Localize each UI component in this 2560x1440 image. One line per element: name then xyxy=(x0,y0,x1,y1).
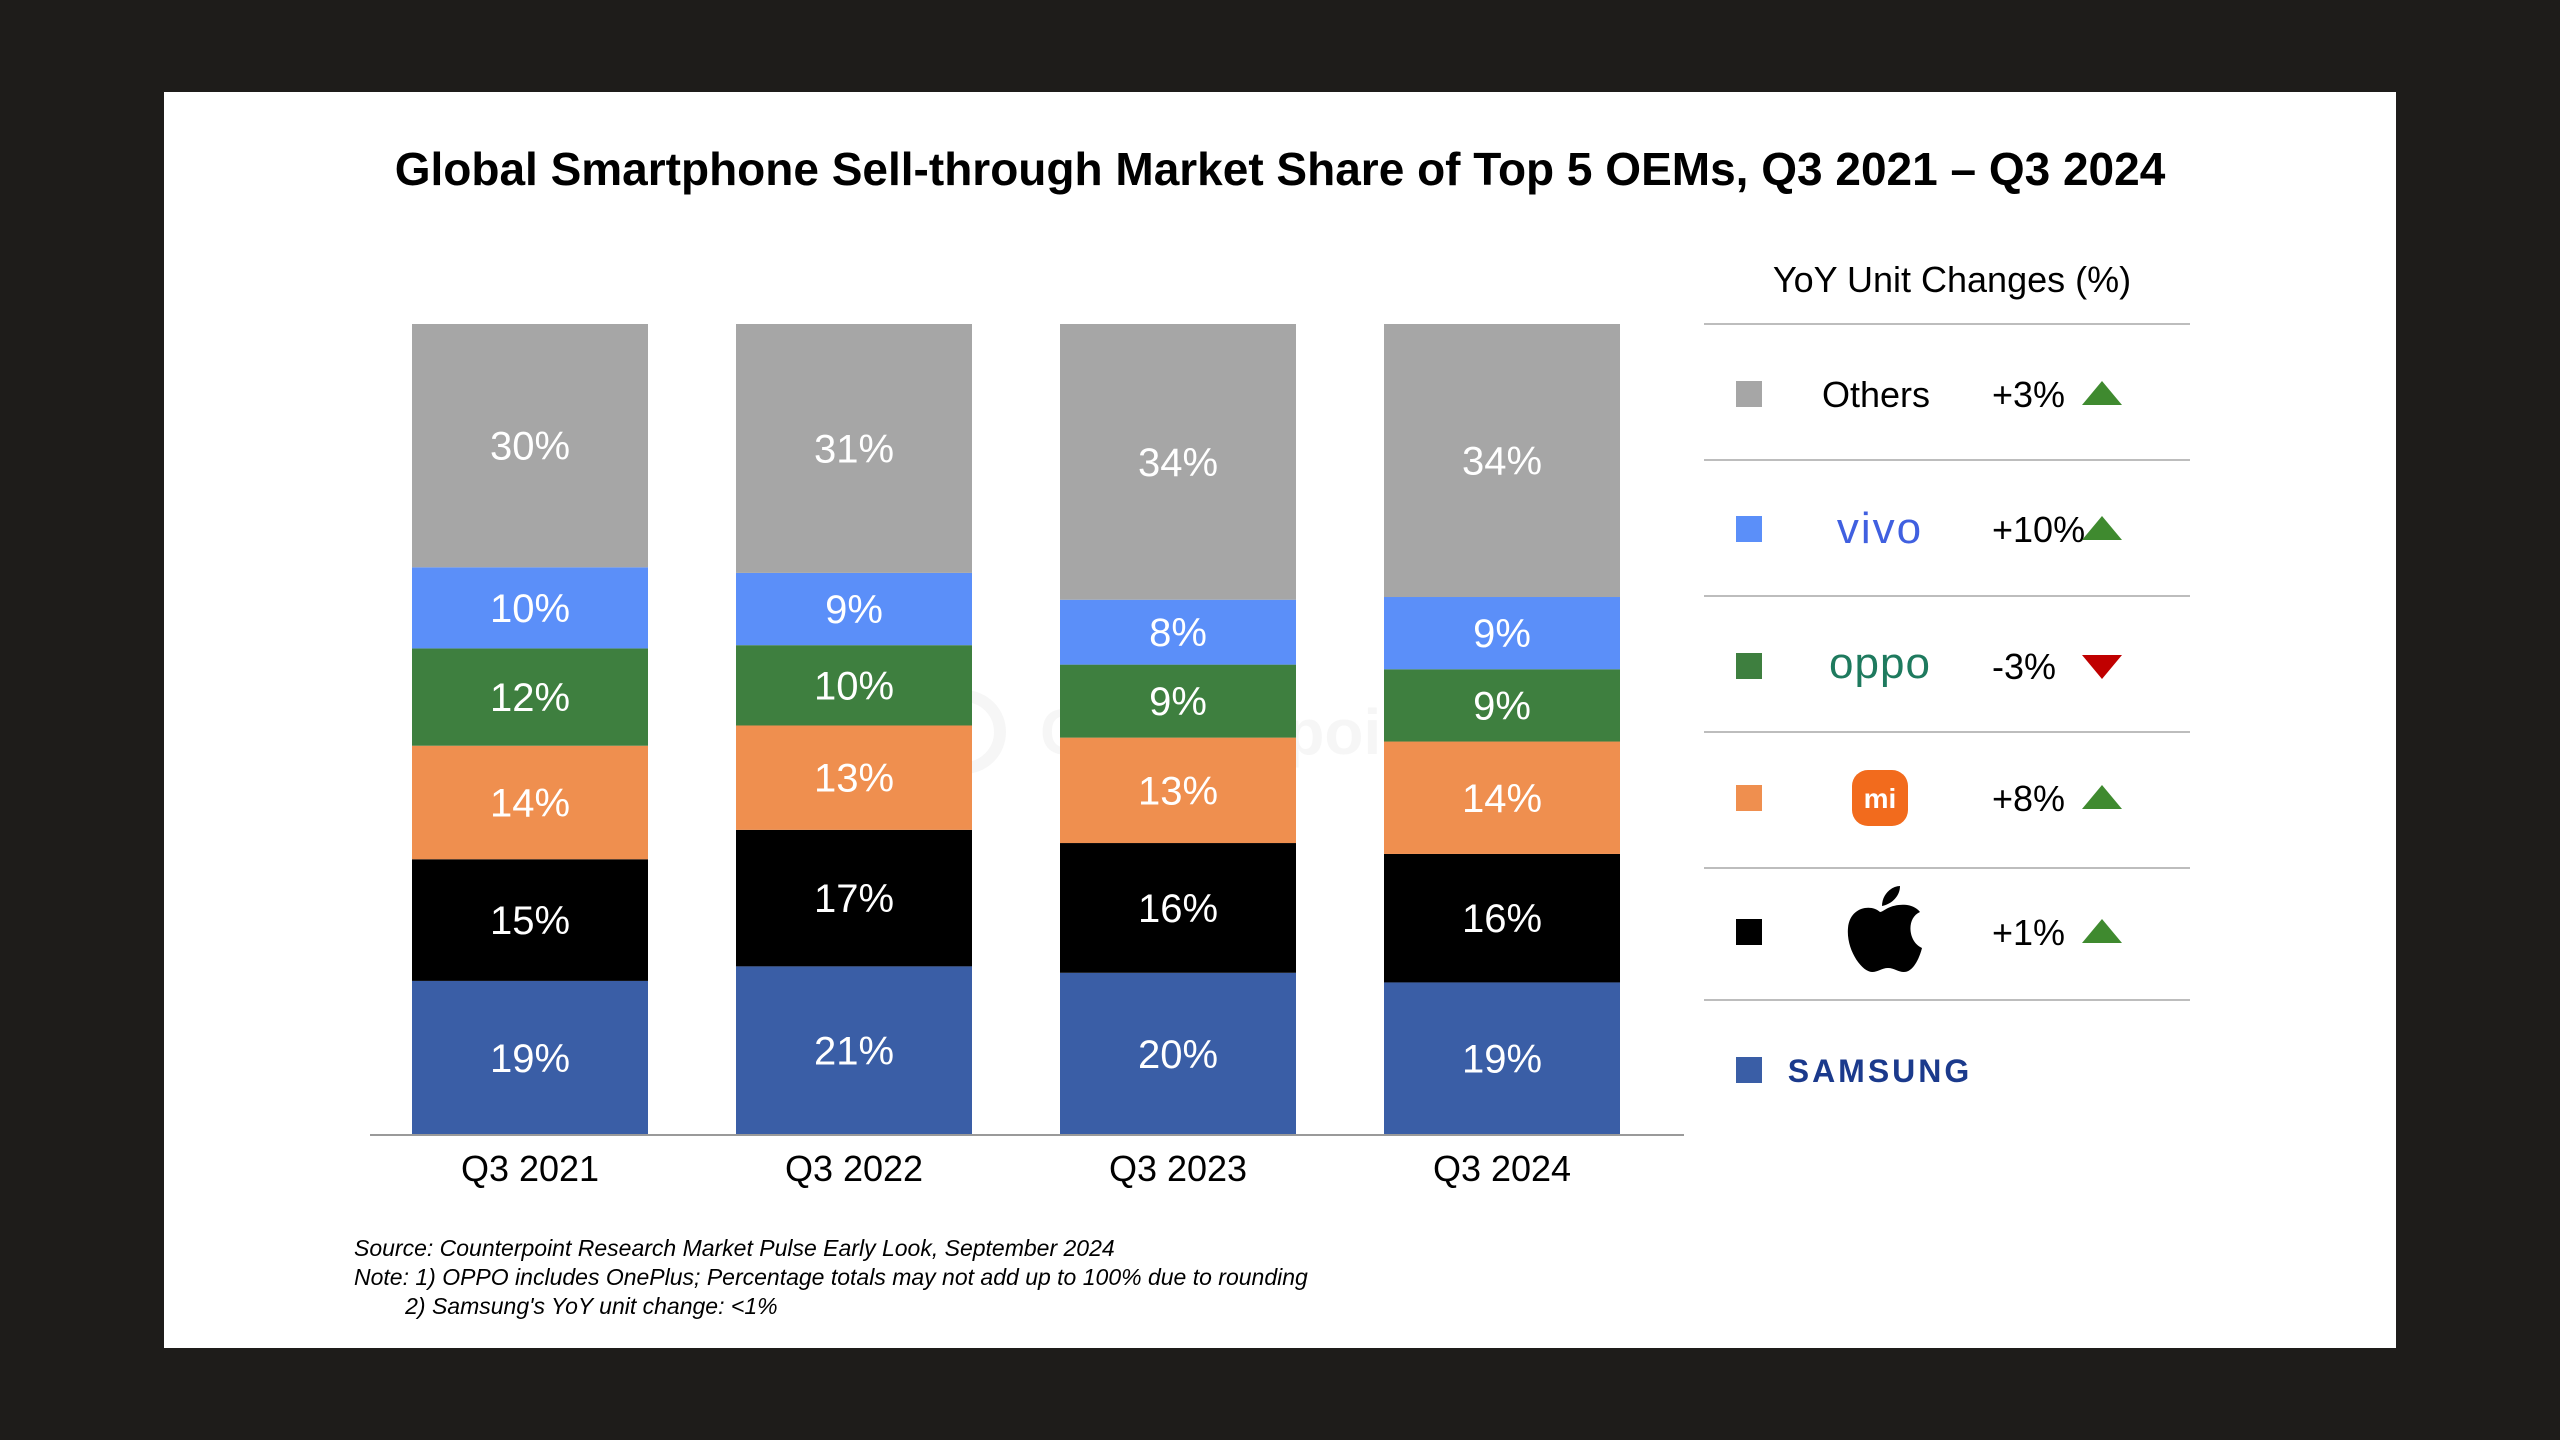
bar-vivo-2 xyxy=(736,572,972,646)
bar-others-1 xyxy=(412,324,648,568)
data-label-xiaomi-1: 14% xyxy=(490,781,570,825)
bar-vivo-1 xyxy=(412,567,648,649)
bar-apple-3 xyxy=(1060,843,1296,973)
data-label-vivo-2: 9% xyxy=(825,588,883,632)
legend-swatch-apple xyxy=(1736,919,1762,945)
legend-change-apple: +1% xyxy=(1992,912,2065,953)
x-tick-label-3: Q3 2023 xyxy=(1109,1148,1247,1189)
chart-title: Global Smartphone Sell-through Market Sh… xyxy=(394,143,2166,195)
data-label-apple-3: 16% xyxy=(1138,887,1218,931)
apple-logo-leaf xyxy=(1882,886,1900,906)
data-label-oppo-2: 10% xyxy=(814,664,894,708)
data-label-samsung-2: 21% xyxy=(814,1030,894,1074)
bar-oppo-4 xyxy=(1384,669,1620,742)
axis-layer: Q3 2021 Q3 2022 Q3 2023 Q3 2024 xyxy=(370,1134,1684,1189)
bar-apple-2 xyxy=(736,829,972,967)
x-tick-label-1: Q3 2021 xyxy=(461,1148,599,1189)
mi-logo-text: mi xyxy=(1864,783,1897,814)
data-label-samsung-4: 19% xyxy=(1462,1038,1542,1082)
slide: Global Smartphone Sell-through Market Sh… xyxy=(164,92,2396,1348)
data-label-apple-4: 16% xyxy=(1462,897,1542,941)
bar-samsung-1 xyxy=(412,980,648,1135)
samsung-logo: SAMSUNG xyxy=(1788,1053,1973,1089)
legend-layer: YoY Unit Changes (%) Others +3% vivo +10% opp… xyxy=(1704,259,2190,1089)
data-label-apple-1: 15% xyxy=(490,899,570,943)
legend-swatch-others xyxy=(1736,381,1762,407)
bar-oppo-2 xyxy=(736,645,972,726)
bar-others-2 xyxy=(736,324,972,573)
bar-samsung-2 xyxy=(736,966,972,1135)
data-label-oppo-4: 9% xyxy=(1473,684,1531,728)
trend-up-icon-vivo xyxy=(2082,516,2122,540)
legend-header: YoY Unit Changes (%) xyxy=(1773,259,2131,300)
legend-change-vivo: +10% xyxy=(1992,509,2085,550)
bar-oppo-3 xyxy=(1060,664,1296,738)
legend-swatch-oppo xyxy=(1736,653,1762,679)
data-label-oppo-3: 9% xyxy=(1149,680,1207,724)
bar-samsung-4 xyxy=(1384,982,1620,1135)
x-tick-label-4: Q3 2024 xyxy=(1433,1148,1571,1189)
data-label-xiaomi-2: 13% xyxy=(814,757,894,801)
apple-logo-body xyxy=(1847,904,1922,972)
chart-svg: Counterpoint 19%15%14%12%10%30%21%17%13%… xyxy=(370,259,2190,1189)
legend-name-others: Others xyxy=(1822,374,1930,415)
legend-change-xiaomi: +8% xyxy=(1992,778,2065,819)
bars-layer: 19% 15% 14% 12% 10% 30% 21% 17% 13% 10% 9% 31% 20% 16… xyxy=(412,324,1620,1135)
data-label-vivo-4: 9% xyxy=(1473,612,1531,656)
trend-up-icon-apple xyxy=(2082,919,2122,943)
bar-xiaomi-2 xyxy=(736,725,972,830)
bar-xiaomi-1 xyxy=(412,745,648,860)
trend-up-icon-xiaomi xyxy=(2082,785,2122,809)
bar-others-4 xyxy=(1384,324,1620,598)
bar-samsung-3 xyxy=(1060,972,1296,1135)
data-label-others-2: 31% xyxy=(814,427,894,471)
footnotes: Source: Counterpoint Research Market Pul… xyxy=(354,1234,1308,1321)
data-label-samsung-3: 20% xyxy=(1138,1033,1218,1077)
data-label-xiaomi-3: 13% xyxy=(1138,769,1218,813)
data-label-vivo-3: 8% xyxy=(1149,611,1207,655)
data-label-vivo-1: 10% xyxy=(490,587,570,631)
legend-swatch-xiaomi xyxy=(1736,785,1762,811)
apple-logo-icon xyxy=(1847,886,1922,972)
footnote-note-1: Note: 1) OPPO includes OnePlus; Percenta… xyxy=(354,1264,1308,1290)
bar-xiaomi-3 xyxy=(1060,737,1296,844)
legend-swatch-samsung xyxy=(1736,1057,1762,1083)
data-label-others-4: 34% xyxy=(1462,440,1542,484)
oppo-logo: oppo xyxy=(1829,639,1931,688)
bar-others-3 xyxy=(1060,324,1296,600)
bar-vivo-4 xyxy=(1384,597,1620,670)
legend-change-oppo: -3% xyxy=(1992,646,2056,687)
bar-xiaomi-4 xyxy=(1384,741,1620,854)
footnote-source: Source: Counterpoint Research Market Pul… xyxy=(354,1235,1115,1261)
trend-up-icon-others xyxy=(2082,381,2122,405)
legend-change-others: +3% xyxy=(1992,374,2065,415)
bar-apple-4 xyxy=(1384,853,1620,983)
data-label-apple-2: 17% xyxy=(814,877,894,921)
bar-vivo-3 xyxy=(1060,599,1296,665)
trend-down-icon-oppo xyxy=(2082,655,2122,679)
bar-oppo-1 xyxy=(412,648,648,746)
data-label-oppo-1: 12% xyxy=(490,676,570,720)
vivo-logo: vivo xyxy=(1837,504,1923,553)
mi-logo-icon xyxy=(1852,770,1908,826)
legend-swatch-vivo xyxy=(1736,516,1762,542)
data-label-others-1: 30% xyxy=(490,425,570,469)
x-tick-label-2: Q3 2022 xyxy=(785,1148,923,1189)
data-label-samsung-1: 19% xyxy=(490,1037,570,1081)
footnote-note-2: 2) Samsung's YoY unit change: <1% xyxy=(354,1293,778,1319)
data-label-others-3: 34% xyxy=(1138,441,1218,485)
bar-apple-1 xyxy=(412,859,648,981)
data-label-xiaomi-4: 14% xyxy=(1462,777,1542,821)
